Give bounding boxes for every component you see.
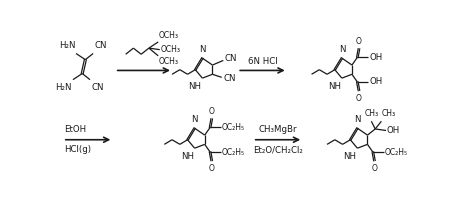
Text: N: N <box>338 45 345 54</box>
Text: OC₂H₅: OC₂H₅ <box>222 123 245 132</box>
Text: O: O <box>371 164 377 173</box>
Text: H₂N: H₂N <box>59 41 76 50</box>
Text: OC₂H₅: OC₂H₅ <box>222 147 245 157</box>
Text: CN: CN <box>92 83 104 92</box>
Text: H₂N: H₂N <box>55 83 71 92</box>
Text: CH₃: CH₃ <box>381 109 396 118</box>
Text: O: O <box>356 94 362 103</box>
Text: EtOH: EtOH <box>64 125 86 134</box>
Text: Et₂O/CH₂Cl₂: Et₂O/CH₂Cl₂ <box>253 145 303 154</box>
Text: O: O <box>209 107 215 116</box>
Text: HCl(g): HCl(g) <box>64 145 92 154</box>
Text: OH: OH <box>370 78 383 86</box>
Text: N: N <box>354 115 361 124</box>
Text: OCH₃: OCH₃ <box>159 31 179 40</box>
Text: CN: CN <box>95 41 107 50</box>
Text: NH: NH <box>344 152 357 161</box>
Text: OH: OH <box>370 53 383 62</box>
Text: CH₃: CH₃ <box>364 109 379 118</box>
Text: CH₃MgBr: CH₃MgBr <box>259 125 297 134</box>
Text: OCH₃: OCH₃ <box>160 45 180 54</box>
Text: OC₂H₅: OC₂H₅ <box>385 147 408 157</box>
Text: N: N <box>199 45 206 54</box>
Text: NH: NH <box>328 82 341 91</box>
Text: OH: OH <box>387 126 400 135</box>
Text: NH: NH <box>189 82 202 91</box>
Text: 6N HCl: 6N HCl <box>248 57 277 66</box>
Text: N: N <box>191 115 198 124</box>
Text: NH: NH <box>181 152 194 161</box>
Text: CN: CN <box>225 54 237 63</box>
Text: CN: CN <box>223 74 236 83</box>
Text: O: O <box>209 164 215 173</box>
Text: O: O <box>356 37 362 46</box>
Text: OCH₃: OCH₃ <box>159 57 179 66</box>
